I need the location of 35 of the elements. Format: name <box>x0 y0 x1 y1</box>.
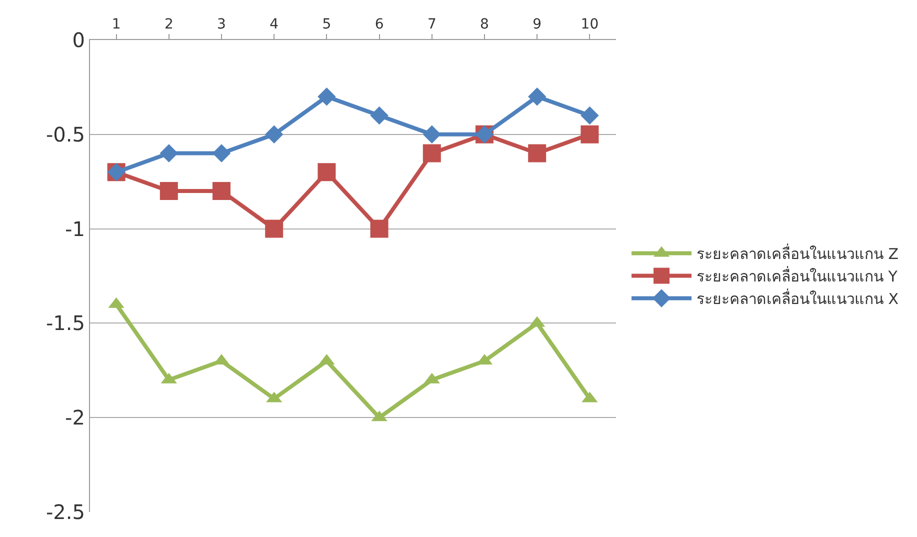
legend-label: ระยะคลาดเคลื่อนในแนวแกน Y <box>696 266 898 286</box>
x-tick-label: 9 <box>532 16 542 32</box>
legend-label: ระยะคลาดเคลื่อนในแนวแกน Z <box>696 243 899 264</box>
point <box>212 144 231 162</box>
point <box>265 125 284 144</box>
x-tick-label: 8 <box>480 16 489 32</box>
point <box>318 88 336 106</box>
point <box>265 220 284 238</box>
legend-label: ระยะคลาดเคลื่อนในแนวแกน X <box>696 288 899 308</box>
point <box>580 125 599 144</box>
x-tick-label: 5 <box>322 16 332 32</box>
x-tick-label: 4 <box>270 16 279 32</box>
y-tick-label: -1 <box>65 216 85 241</box>
point <box>528 144 546 162</box>
y-tick-label: -2 <box>65 406 85 430</box>
x-tick-label: 3 <box>217 16 226 32</box>
y-tick-label: -2.5 <box>46 500 85 524</box>
point <box>370 106 388 125</box>
x-tick-label: 7 <box>427 16 436 32</box>
point <box>528 88 546 106</box>
point <box>370 220 388 238</box>
point <box>160 182 178 200</box>
point <box>212 182 230 200</box>
x-tick-label: 10 <box>580 16 599 32</box>
y-tick-label: -0.5 <box>46 122 85 146</box>
x-tick-label: 2 <box>164 16 174 32</box>
point <box>580 106 599 125</box>
point <box>422 144 441 162</box>
x-tick-label: 6 <box>374 16 384 32</box>
point <box>318 163 336 182</box>
y-tick-label: 0 <box>72 28 85 52</box>
point <box>160 144 178 162</box>
point <box>422 125 441 144</box>
x-tick-label: 1 <box>112 16 121 32</box>
y-tick-label: -1.5 <box>46 311 85 336</box>
